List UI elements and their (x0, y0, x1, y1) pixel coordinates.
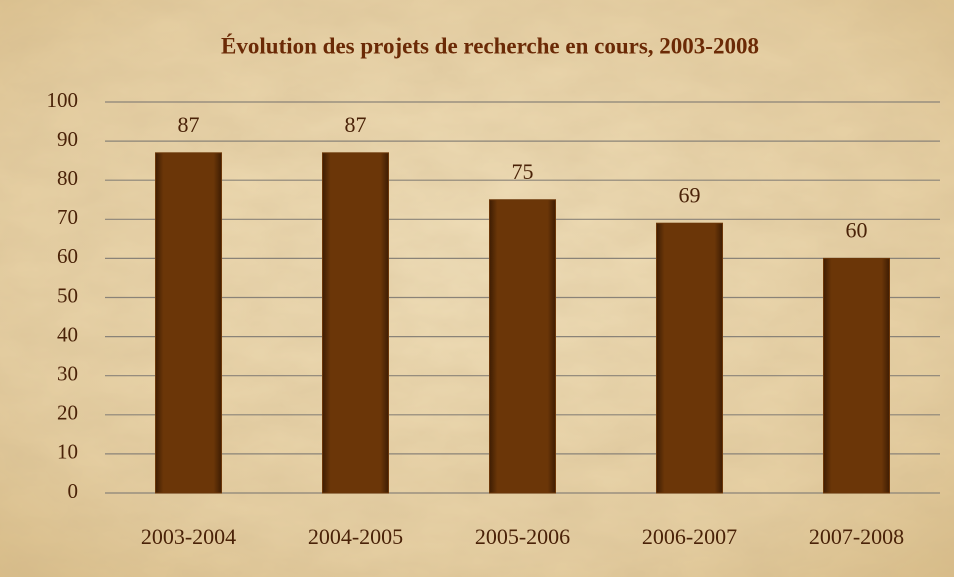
x-tick-label: 2003-2004 (141, 524, 236, 549)
data-label: 60 (846, 217, 868, 242)
x-tick-label: 2005-2006 (475, 524, 570, 549)
bar (155, 152, 222, 494)
bar (322, 152, 389, 494)
x-tick-label: 2006-2007 (642, 524, 737, 549)
y-tick-label: 50 (57, 283, 78, 307)
y-tick-label: 80 (57, 166, 78, 190)
y-tick-label: 10 (57, 440, 78, 464)
y-tick-label: 40 (57, 322, 78, 346)
data-label: 75 (512, 159, 534, 184)
y-tick-label: 90 (57, 127, 78, 151)
data-label: 69 (679, 182, 701, 207)
y-tick-label: 70 (57, 205, 78, 229)
data-label: 87 (345, 112, 367, 137)
x-tick-label: 2007-2008 (809, 524, 904, 549)
bar (823, 257, 890, 494)
y-tick-label: 20 (57, 401, 78, 425)
chart-title: Évolution des projets de recherche en co… (221, 33, 759, 58)
data-label: 87 (178, 112, 200, 137)
y-tick-label: 100 (47, 88, 79, 112)
bar (656, 222, 723, 494)
y-tick-label: 30 (57, 362, 78, 386)
y-tick-label: 0 (68, 479, 79, 503)
y-tick-label: 60 (57, 244, 78, 268)
x-tick-label: 2004-2005 (308, 524, 403, 549)
bar (489, 199, 556, 494)
